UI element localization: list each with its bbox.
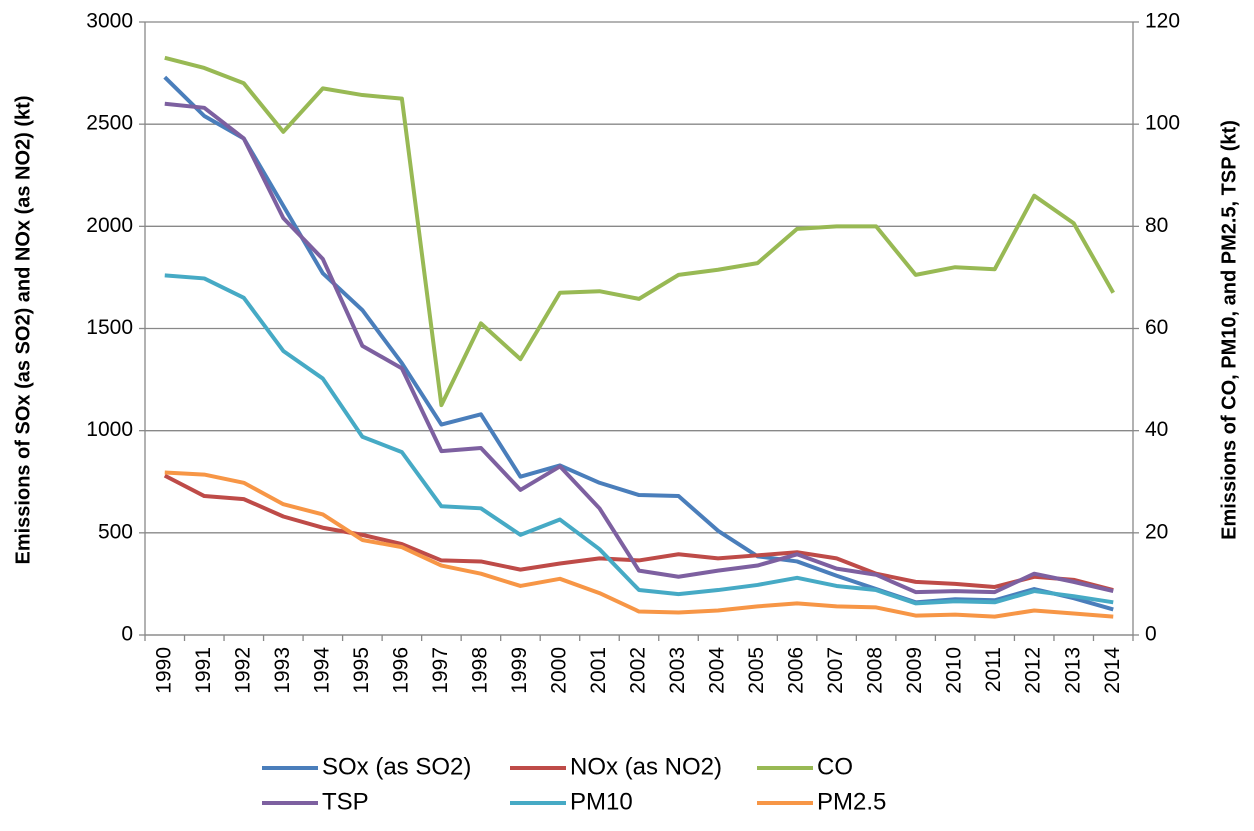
series-line xyxy=(164,470,1114,619)
x-tick-label: 1999 xyxy=(508,647,531,694)
x-tick-label: 1998 xyxy=(468,647,491,694)
legend-label: SOx (as SO2) xyxy=(322,753,471,780)
y-tick-label: 3000 xyxy=(86,10,133,33)
legend-label: CO xyxy=(817,753,853,780)
x-tick-label: 1992 xyxy=(231,647,254,694)
x-tick-label: 2007 xyxy=(824,647,847,694)
x-tick-label: 1991 xyxy=(192,647,215,694)
legend-label: PM10 xyxy=(570,788,633,815)
y2-axis-title: Emissions of CO, PM10, and PM2.5, TSP (k… xyxy=(1218,120,1240,540)
y-tick-label: 2000 xyxy=(86,214,133,237)
y2-tick-label: 80 xyxy=(1145,214,1168,237)
y-tick-label: 1500 xyxy=(86,316,133,339)
x-tick-label: 2003 xyxy=(666,647,689,694)
y-tick-label: 0 xyxy=(121,623,133,646)
x-tick-label: 2010 xyxy=(943,647,966,694)
x-tick-label: 2005 xyxy=(745,647,768,694)
x-tick-label: 2000 xyxy=(548,647,571,694)
x-tick-label: 2002 xyxy=(627,647,650,694)
x-tick-label: 2006 xyxy=(785,647,808,694)
x-tick-label: 1997 xyxy=(429,647,452,694)
series-line xyxy=(163,75,1114,612)
series-line xyxy=(164,273,1114,606)
x-tick-label: 1994 xyxy=(310,647,333,694)
x-tick-label: 2008 xyxy=(864,647,887,694)
legend-label: NOx (as NO2) xyxy=(570,753,722,780)
x-tick-label: 1995 xyxy=(350,647,373,694)
series-line xyxy=(164,55,1115,408)
y2-tick-label: 20 xyxy=(1145,520,1168,543)
x-tick-label: 2011 xyxy=(982,647,1005,692)
x-tick-label: 1993 xyxy=(271,647,294,694)
legend-label: TSP xyxy=(322,788,369,815)
y2-tick-label: 60 xyxy=(1145,316,1168,339)
series-line xyxy=(163,473,1114,592)
y2-tick-label: 120 xyxy=(1145,10,1180,33)
y-axis-title: Emissions of SOx (as SO2) and NOx (as NO… xyxy=(12,95,34,564)
y-tick-label: 1000 xyxy=(86,418,133,441)
x-tick-label: 1990 xyxy=(152,647,175,694)
x-tick-label: 2001 xyxy=(587,647,610,694)
y-tick-label: 500 xyxy=(98,520,133,543)
legend-label: PM2.5 xyxy=(817,788,886,815)
x-tick-label: 2012 xyxy=(1022,647,1045,694)
x-tick-label: 2009 xyxy=(903,647,926,694)
x-tick-label: 2014 xyxy=(1101,647,1124,694)
y2-tick-label: 100 xyxy=(1145,112,1180,135)
x-tick-label: 2013 xyxy=(1061,647,1084,694)
y2-tick-label: 40 xyxy=(1145,418,1168,441)
y-tick-label: 2500 xyxy=(86,112,133,135)
y2-tick-label: 0 xyxy=(1145,623,1157,646)
x-tick-label: 2004 xyxy=(706,647,729,694)
x-tick-label: 1996 xyxy=(389,647,412,694)
series-line xyxy=(164,101,1114,595)
